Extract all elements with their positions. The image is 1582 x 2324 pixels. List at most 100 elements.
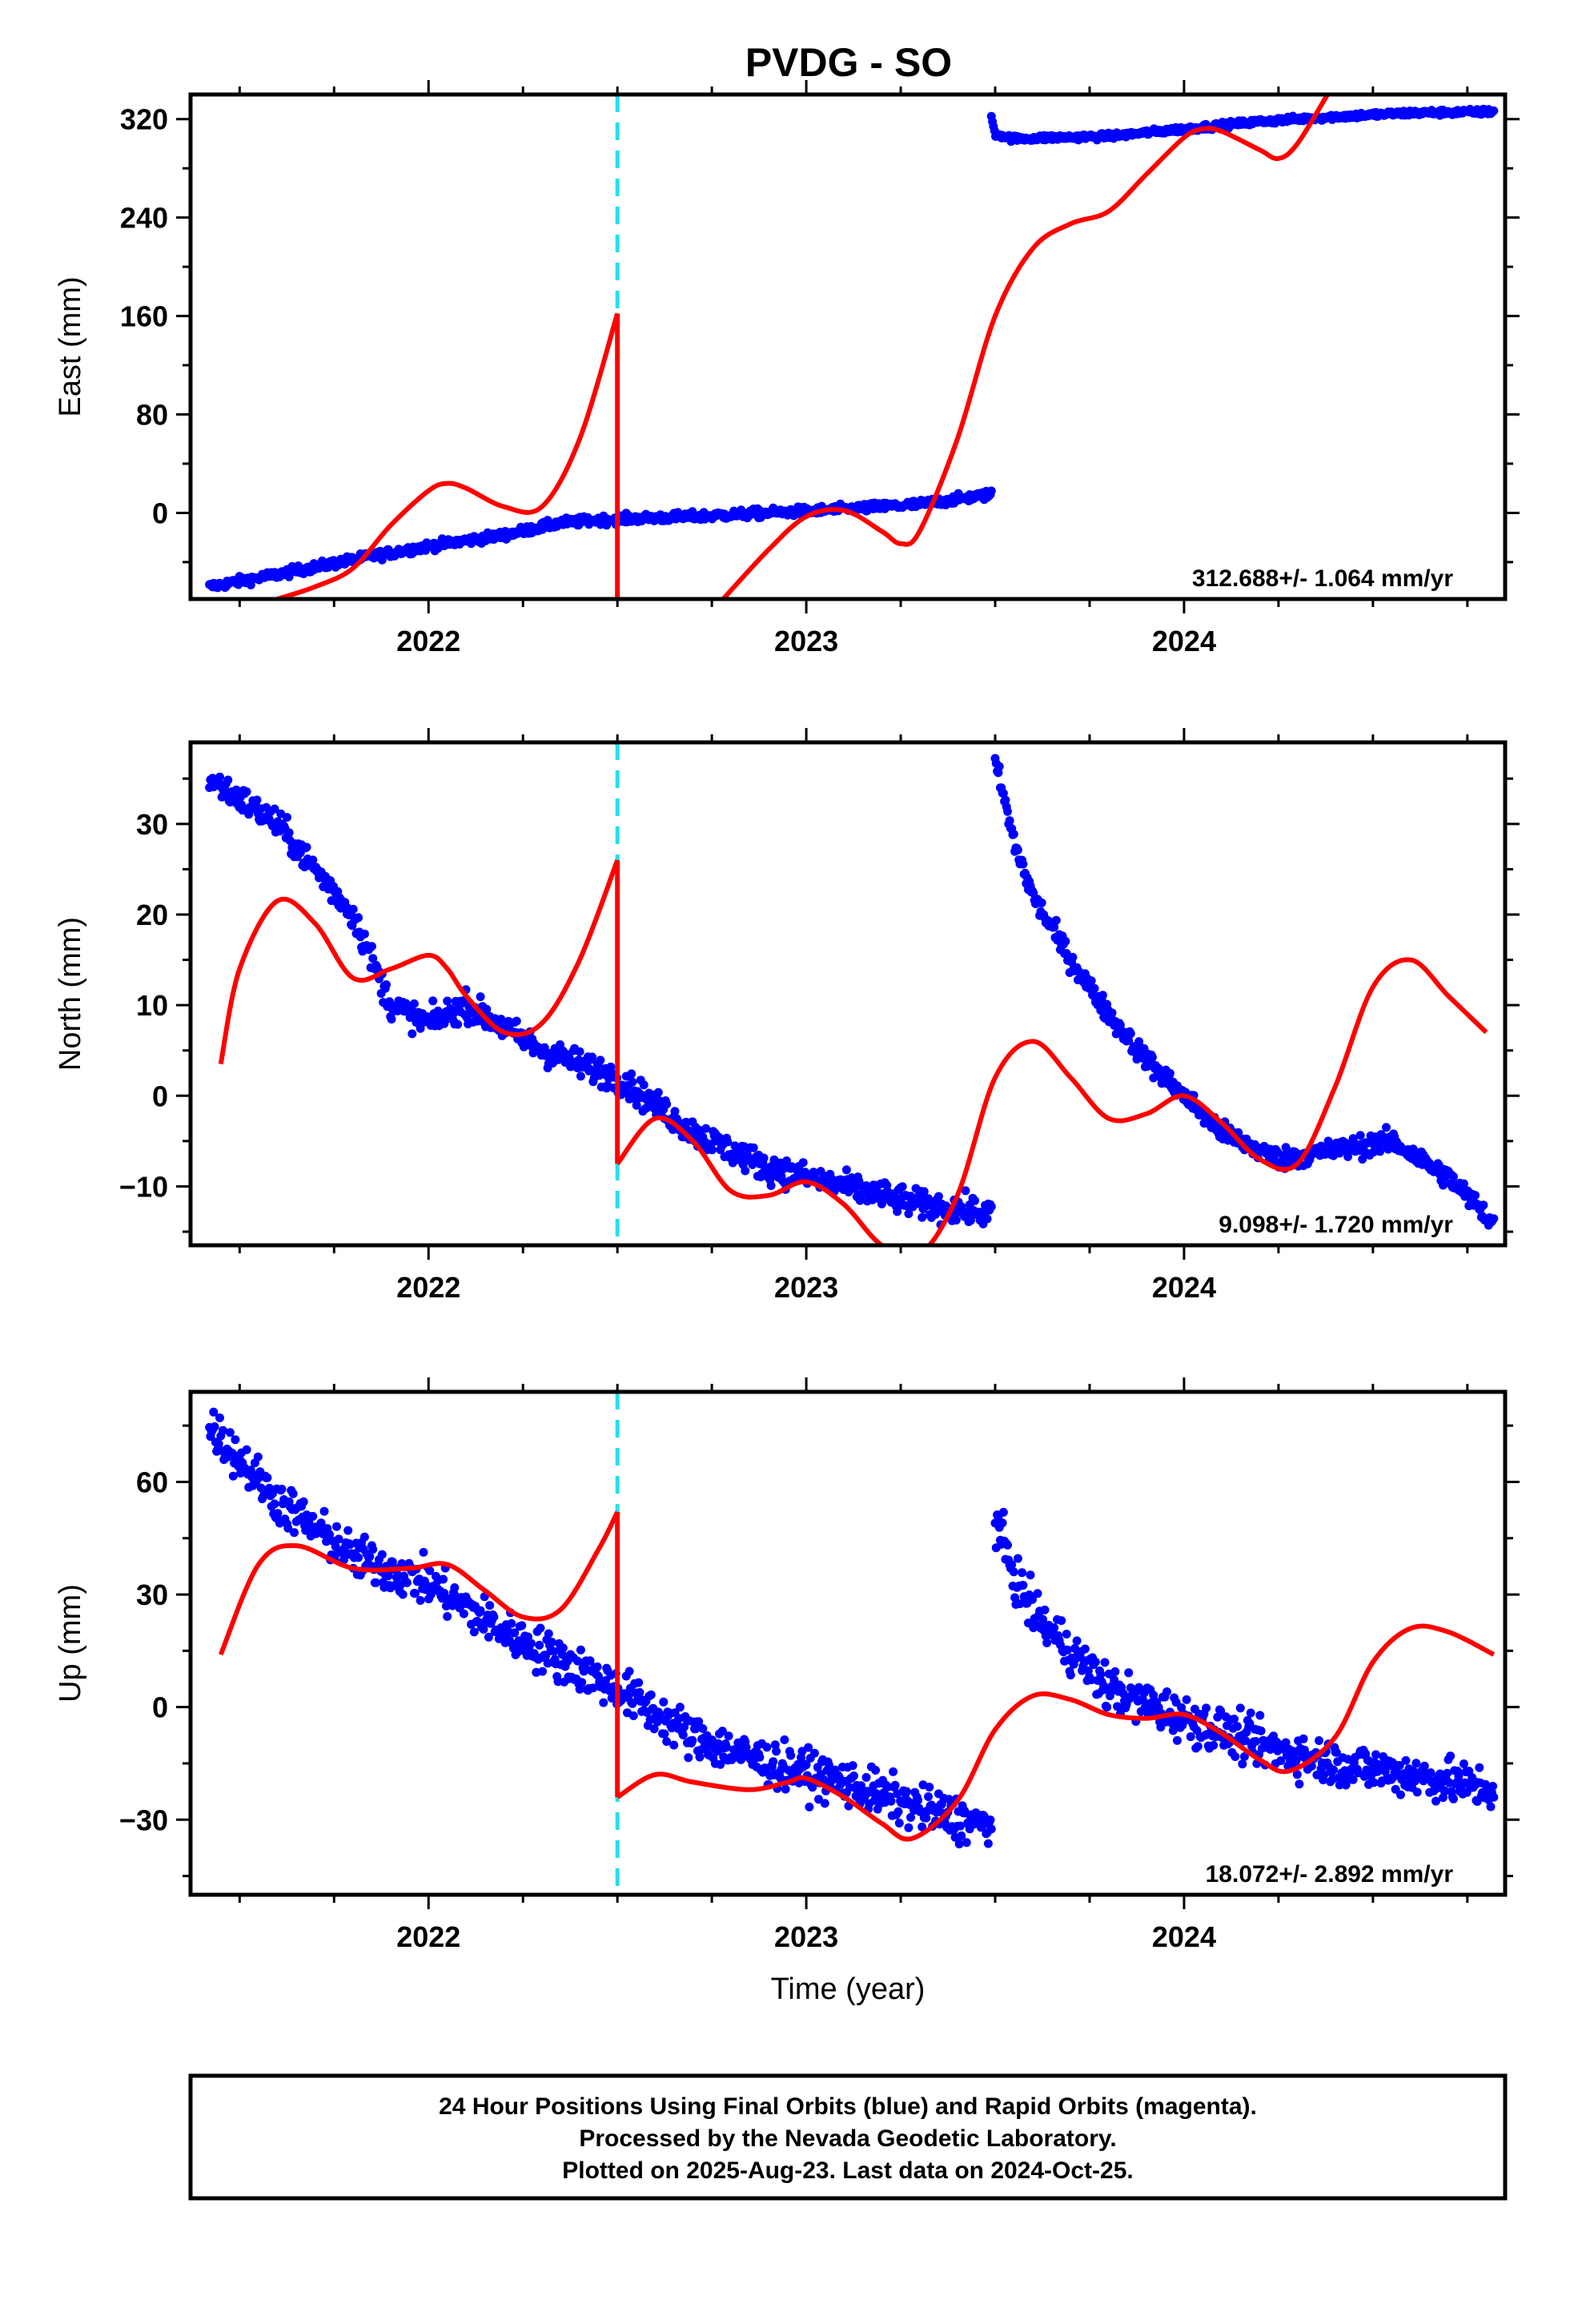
observation-point (722, 1743, 732, 1752)
observation-point (575, 1047, 584, 1056)
observation-point (210, 1422, 219, 1431)
observation-point (957, 1831, 966, 1840)
observation-point (1098, 991, 1107, 1000)
observation-point (673, 1114, 681, 1124)
plot-area (205, 94, 1499, 599)
observation-point (883, 1782, 893, 1791)
y-tick-label: 0 (152, 1691, 168, 1724)
observation-point (443, 996, 452, 1006)
observation-point (970, 1196, 980, 1205)
observation-point (1395, 1761, 1404, 1770)
observation-point (214, 1439, 223, 1449)
x-tick-label: 2022 (396, 1920, 460, 1953)
observation-point (798, 1158, 808, 1168)
observation-point (1331, 1747, 1341, 1757)
observation-point (1072, 1636, 1082, 1646)
observation-point (724, 1731, 733, 1741)
observation-point (319, 1506, 329, 1516)
observation-point (1018, 1568, 1027, 1578)
observation-point (1315, 1736, 1323, 1745)
observation-point (1319, 1770, 1329, 1779)
observation-point (1435, 1769, 1445, 1779)
observation-point (904, 1823, 913, 1832)
observation-point (678, 1731, 688, 1739)
observation-point (252, 795, 262, 805)
observation-point (1281, 1738, 1291, 1747)
observation-point (1003, 1540, 1012, 1550)
observation-point (1090, 983, 1099, 993)
observation-point (986, 1202, 996, 1212)
observation-point (1063, 1645, 1072, 1655)
east-panel: 2022 2023 2024 0 80 160 240 320 East (mm) 312.688… (54, 80, 1520, 657)
x-tick-label: 2024 (1152, 1920, 1216, 1953)
observation-point (759, 1153, 769, 1163)
observation-point (512, 1016, 521, 1026)
observation-point (848, 1761, 857, 1771)
observation-point (1102, 1703, 1112, 1712)
model-fit-line (721, 94, 1330, 599)
observation-point (253, 1452, 263, 1462)
observation-point (1182, 1695, 1191, 1704)
page-title: PVDG - SO (745, 40, 952, 85)
observation-point (849, 1771, 858, 1781)
observation-point (871, 1766, 881, 1775)
observation-point (716, 1759, 725, 1769)
observation-point (917, 1212, 927, 1222)
observation-point (1479, 1200, 1488, 1210)
observation-point (1454, 1771, 1464, 1781)
observation-point (489, 1612, 499, 1622)
y-tick-label: 0 (152, 497, 168, 529)
x-tick-label: 2022 (396, 1271, 460, 1304)
observation-point (825, 1761, 833, 1770)
observation-point (290, 1528, 299, 1538)
observation-point (510, 1628, 520, 1638)
observation-point (334, 1534, 343, 1544)
observation-point (983, 1839, 993, 1848)
observation-point (994, 762, 1004, 771)
observation-point (308, 1512, 318, 1521)
observation-point (496, 1015, 506, 1024)
y-tick-label: 0 (152, 1080, 168, 1112)
observation-point (459, 997, 468, 1007)
observation-point (659, 1697, 669, 1707)
observation-point (628, 1711, 638, 1720)
model-fit-line (218, 859, 620, 1065)
observation-point (684, 1753, 693, 1763)
observation-point (1348, 1134, 1358, 1144)
observation-point (354, 1553, 363, 1562)
observation-point (1086, 976, 1096, 986)
observation-point (359, 1532, 369, 1542)
model-fit-line (276, 312, 620, 599)
observation-point (1037, 898, 1046, 907)
observation-point (1255, 1711, 1265, 1720)
observation-point (961, 1186, 970, 1196)
observation-point (1209, 1740, 1219, 1750)
observation-point (218, 1425, 227, 1435)
observation-point (450, 1583, 460, 1592)
observation-point (439, 1574, 448, 1584)
observation-point (1042, 1638, 1052, 1647)
plot-frame (188, 740, 1508, 1248)
model-fit-line (616, 1623, 1496, 1842)
observation-point (906, 1812, 915, 1822)
observation-point (662, 1100, 672, 1109)
observation-point (889, 1767, 898, 1776)
observation-point (223, 775, 233, 785)
footer-line-1: 24 Hour Positions Using Final Orbits (bl… (439, 2093, 1257, 2120)
observation-point (1126, 1029, 1135, 1039)
observation-point (1013, 845, 1022, 854)
observation-point (1216, 1707, 1226, 1716)
observation-point (573, 1656, 582, 1666)
observation-point (1005, 816, 1014, 826)
observation-point (1256, 1726, 1266, 1735)
observation-point (1186, 1732, 1195, 1742)
observation-point (308, 855, 318, 865)
x-tick-label: 2023 (774, 1271, 838, 1304)
y-axis-label: North (mm) (54, 917, 87, 1071)
observation-point (1193, 1742, 1203, 1751)
observation-point (1238, 1759, 1247, 1769)
observation-point (1235, 1703, 1245, 1713)
observation-point (660, 1729, 669, 1739)
observation-point (966, 1216, 975, 1225)
